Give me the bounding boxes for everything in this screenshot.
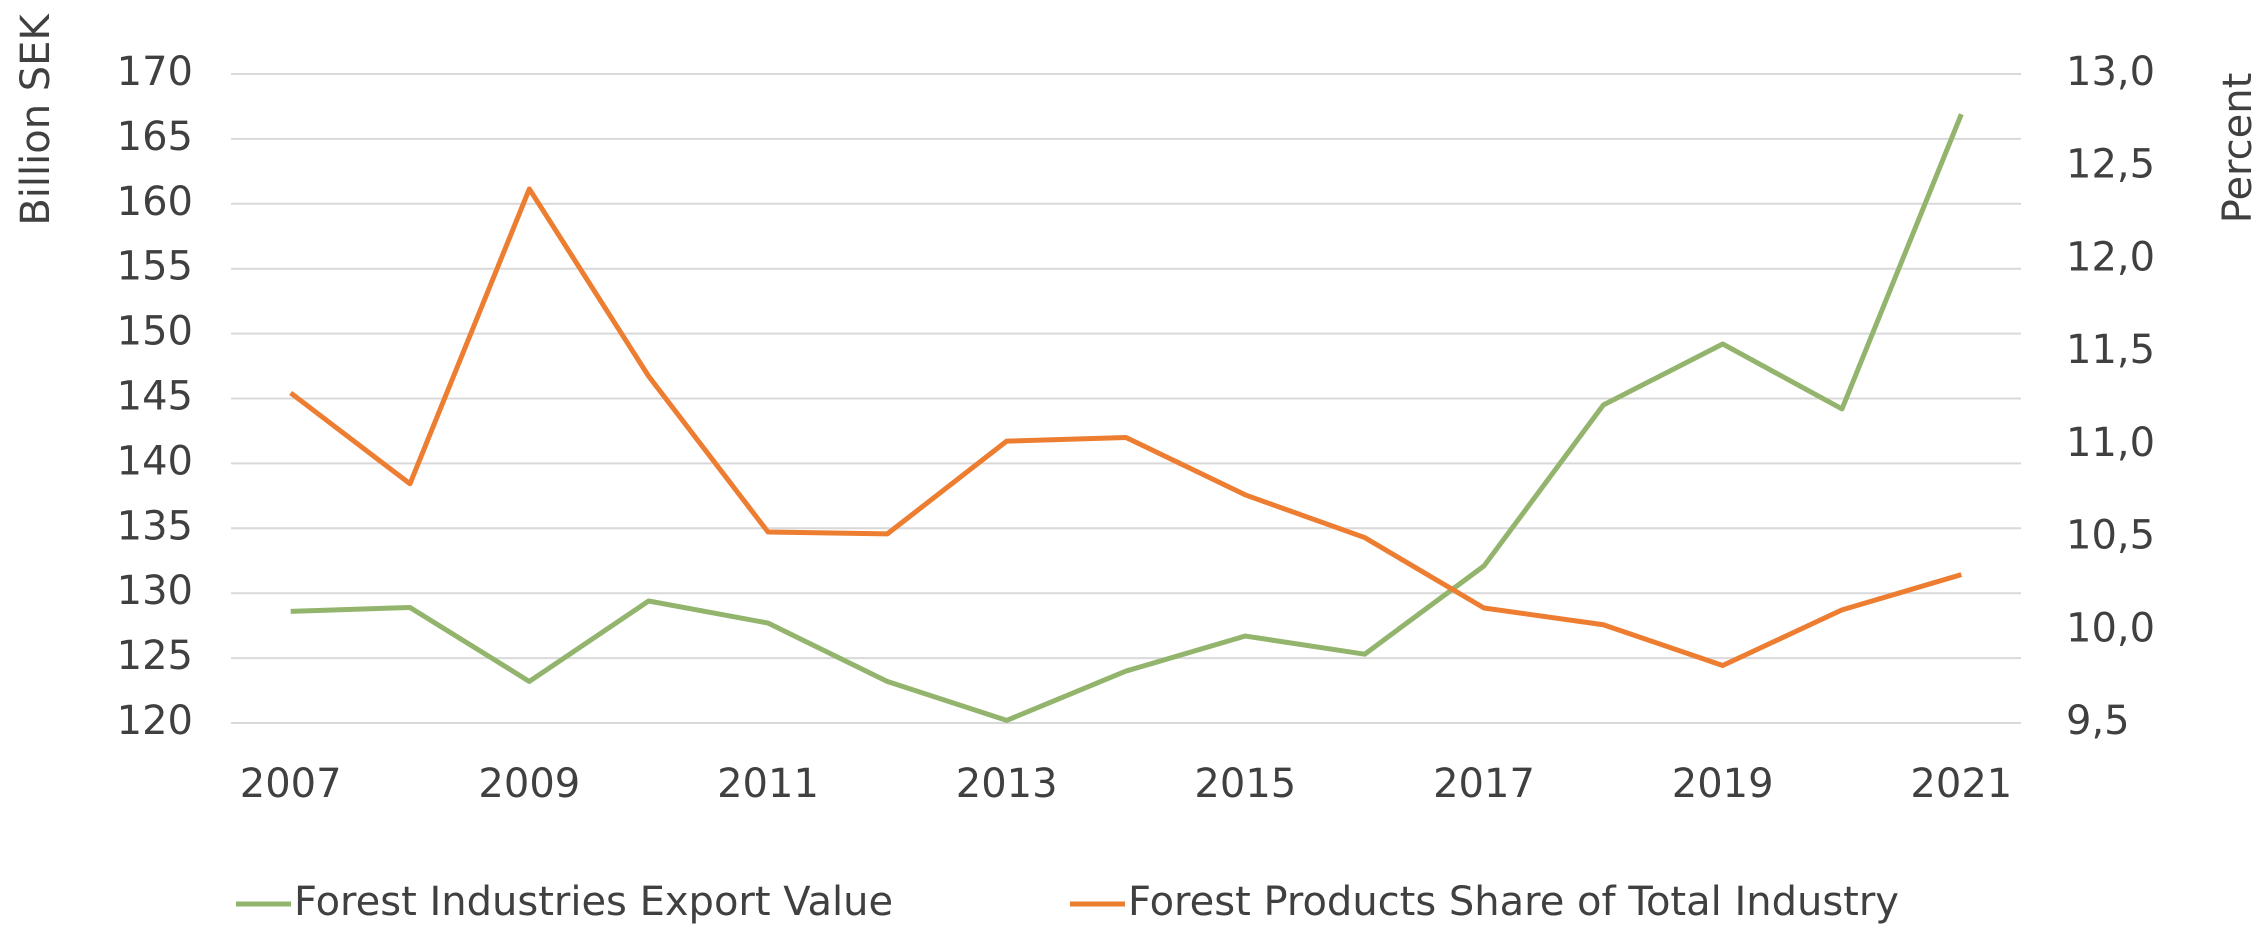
y-tick-label: 155: [117, 244, 193, 290]
x-tick-label: 2011: [717, 761, 819, 807]
x-tick-label: 2021: [1910, 761, 2012, 807]
y-tick-label: 140: [117, 438, 193, 484]
x-tick-label: 2015: [1194, 761, 1296, 807]
y-tick-label: 120: [117, 698, 193, 744]
y2-tick-label: 10,5: [2066, 513, 2155, 559]
y2-tick-label: 12,5: [2066, 142, 2155, 188]
y2-tick-label: 9,5: [2066, 698, 2130, 744]
x-tick-label: 2013: [956, 761, 1058, 807]
x-tick-label: 2009: [478, 761, 580, 807]
y-tick-label: 135: [117, 503, 193, 549]
y2-tick-label: 13,0: [2066, 49, 2155, 95]
y2-tick-label: 11,5: [2066, 327, 2155, 373]
series-line: [289, 186, 1963, 669]
y2-tick-label: 11,0: [2066, 420, 2155, 466]
y-tick-label: 170: [117, 49, 193, 95]
y2-tick-label: 12,0: [2066, 234, 2155, 280]
y-tick-label: 145: [117, 374, 193, 420]
series-line: [290, 113, 1964, 723]
y-tick-label: 160: [117, 179, 193, 225]
x-tick-label: 2019: [1672, 761, 1774, 807]
x-tick-label: 2017: [1433, 761, 1535, 807]
y-axis-title: Billion SEK: [13, 13, 59, 226]
y-tick-label: 165: [117, 114, 193, 160]
y-tick-label: 125: [117, 633, 193, 679]
y-tick-label: 130: [117, 568, 193, 614]
x-tick-label: 2007: [240, 761, 342, 807]
legend-label: Forest Industries Export Value: [294, 879, 893, 925]
legend-label: Forest Products Share of Total Industry: [1128, 879, 1899, 925]
y2-axis-title: Percent: [2215, 73, 2261, 224]
y-tick-label: 150: [117, 309, 193, 355]
y2-tick-label: 10,0: [2066, 605, 2155, 651]
